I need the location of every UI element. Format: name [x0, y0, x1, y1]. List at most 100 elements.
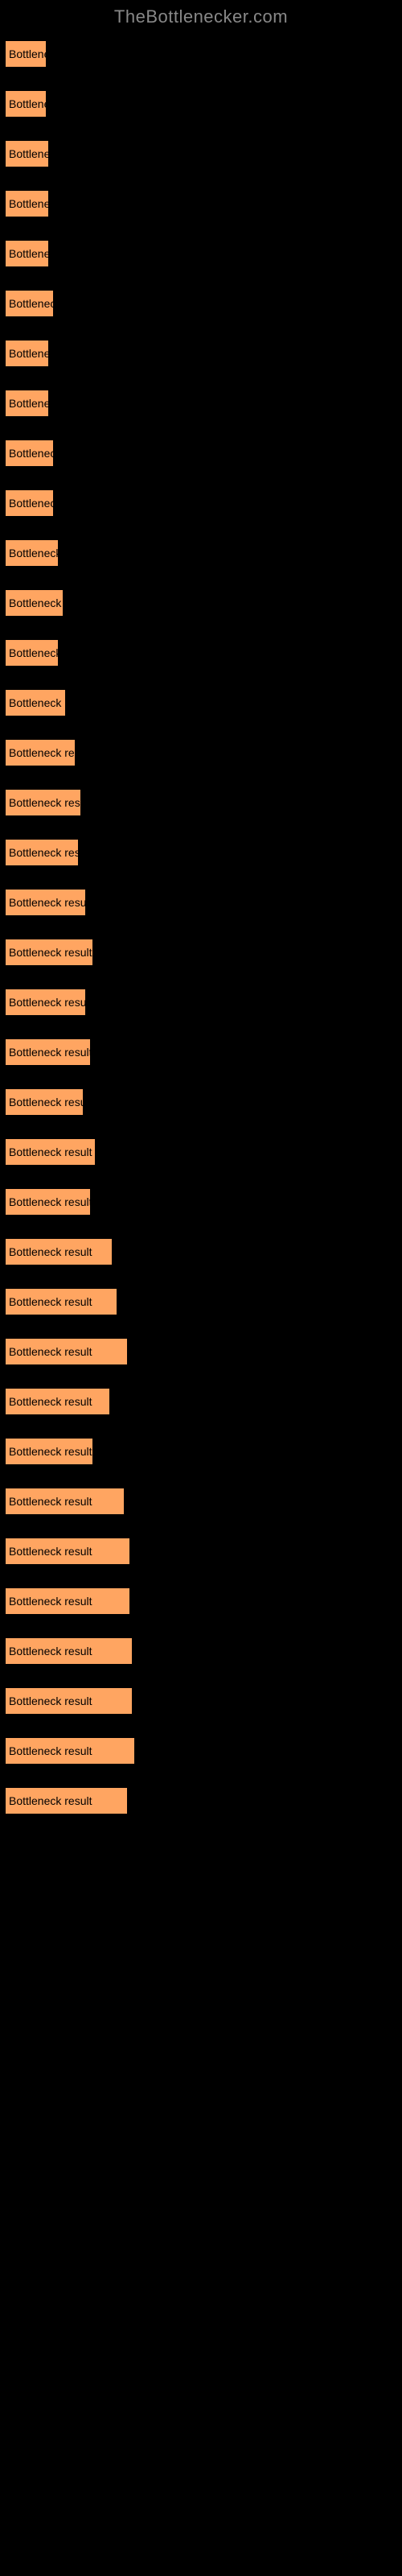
bar-label: Bottleneck result [6, 1744, 92, 1757]
chart-row: Bottleneck [5, 40, 397, 68]
bottleneck-bar[interactable]: Bottleneck result [5, 789, 81, 816]
bottleneck-bar[interactable]: Bottleneck result [5, 1288, 117, 1315]
bar-label: Bottleneck result [6, 1595, 92, 1608]
bar-label: Bottleneck result [6, 1495, 92, 1508]
bottleneck-bar[interactable]: Bottleneck result [5, 1538, 130, 1565]
bottleneck-bar[interactable]: Bottleneck result [5, 889, 86, 916]
bar-wrap: Bottleneck re [5, 539, 397, 567]
bottleneck-bar[interactable]: Bottleneck r [5, 290, 54, 317]
bottleneck-bar[interactable]: Bottleneck result [5, 1188, 91, 1216]
bottleneck-bar[interactable]: Bottleneck result [5, 1687, 133, 1715]
bar-wrap: Bottleneck result [5, 1188, 397, 1216]
chart-row: Bottleneck r [5, 440, 397, 467]
chart-row: Bottleneck result49 [5, 1488, 397, 1515]
bar-label: Bottleneck r [6, 297, 68, 310]
bar-label: Bottleneck result [6, 1395, 92, 1408]
bottleneck-bar[interactable]: Bottleneck result [5, 1138, 96, 1166]
bar-wrap: Bottleneck r [5, 290, 397, 317]
bottleneck-bar[interactable]: Bottleneck re [5, 539, 59, 567]
bar-wrap: Bottleneck [5, 340, 397, 367]
bottleneck-bar[interactable]: Bottleneck res [5, 589, 64, 617]
bottleneck-bar[interactable]: Bottleneck result [5, 1488, 125, 1515]
bottleneck-bar[interactable]: Bottleneck [5, 90, 47, 118]
bar-value-label: 46 [121, 1288, 134, 1315]
bottleneck-bar[interactable]: Bottleneck result [5, 1587, 130, 1615]
bottleneck-bar[interactable]: Bottleneck result [5, 1438, 93, 1465]
chart-row: Bottleneck r [5, 290, 397, 317]
bottleneck-bar[interactable]: Bottleneck result [5, 1238, 113, 1265]
bottleneck-bar[interactable]: Bottleneck [5, 140, 49, 167]
bar-label: Bottleneck result [6, 1245, 92, 1258]
chart-row: Bottleneck result [5, 889, 397, 916]
bar-wrap: Bottleneck result4 [5, 1238, 397, 1265]
chart-row: Bottleneck result52. [5, 1687, 397, 1715]
bottleneck-bar[interactable]: Bottleneck result [5, 1637, 133, 1665]
bottleneck-bar[interactable]: Bottleneck result [5, 1088, 84, 1116]
chart-row: Bottleneck result [5, 739, 397, 766]
bar-label: Bottleneck result [6, 1295, 92, 1308]
chart-row: Bottleneck [5, 340, 397, 367]
bottleneck-bar[interactable]: Bottleneck re [5, 639, 59, 667]
bar-wrap: Bottleneck result52. [5, 1687, 397, 1715]
bar-value-label: 50 [131, 1338, 145, 1365]
bottleneck-bar[interactable]: Bottleneck result [5, 839, 79, 866]
chart-row: Bottleneck result52. [5, 1637, 397, 1665]
bottleneck-bar[interactable]: Bottleneck [5, 390, 49, 417]
chart-row: Bottleneck res [5, 589, 397, 617]
bottleneck-bar[interactable]: Bottleneck res [5, 689, 66, 716]
bar-label: Bottleneck result [6, 1794, 92, 1807]
bar-label: Bottleneck result [6, 1345, 92, 1358]
bar-wrap: Bottleneck result 51. [5, 1538, 397, 1565]
bar-wrap: Bottleneck result 46 [5, 1288, 397, 1315]
chart-row: Bottleneck result 50 [5, 1338, 397, 1365]
bar-label: Bottleneck r [6, 497, 68, 510]
chart-row: Bottleneck result [5, 789, 397, 816]
bottleneck-bar[interactable]: Bottleneck result [5, 1338, 128, 1365]
site-header: TheBottlenecker.com [0, 0, 402, 40]
chart-row: Bottleneck re [5, 539, 397, 567]
bottleneck-bar[interactable]: Bottleneck [5, 190, 49, 217]
bar-label: Bottleneck result [6, 1545, 92, 1558]
bottleneck-bar[interactable]: Bottleneck result [5, 939, 93, 966]
chart-row: Bottleneck result 50 [5, 1787, 397, 1814]
bar-label: Bottleneck result [6, 1645, 92, 1657]
chart-row: Bottleneck res [5, 689, 397, 716]
site-title: TheBottlenecker.com [114, 6, 288, 27]
bar-label: Bottleneck [6, 247, 61, 260]
bar-wrap: Bottleneck result [5, 939, 397, 966]
bar-label: Bottleneck re [6, 547, 75, 559]
chart-row: Bottleneck [5, 190, 397, 217]
bar-label: Bottleneck [6, 347, 61, 360]
bottleneck-bar[interactable]: Bottleneck r [5, 489, 54, 517]
bottleneck-bar[interactable]: Bottleneck result [5, 739, 76, 766]
bar-label: Bottleneck result [6, 946, 92, 959]
bottleneck-bar-chart: BottleneckBottleneckBottleneckBottleneck… [0, 40, 402, 1814]
bar-value-label: 51. [133, 1538, 150, 1565]
bottleneck-bar[interactable]: Bottleneck result [5, 989, 86, 1016]
chart-row: Bottleneck result4 [5, 1238, 397, 1265]
bar-label: Bottleneck result [6, 1695, 92, 1707]
bottleneck-bar[interactable]: Bottleneck result [5, 1787, 128, 1814]
bottleneck-bar[interactable]: Bottleneck result [5, 1737, 135, 1765]
bar-label: Bottleneck result [6, 896, 92, 909]
chart-row: Bottleneck result [5, 989, 397, 1016]
bar-wrap: Bottleneck re [5, 639, 397, 667]
bar-wrap: Bottleneck r [5, 489, 397, 517]
chart-row: Bottleneck result [5, 1038, 397, 1066]
bar-label: Bottleneck re [6, 646, 75, 659]
bar-label: Bottleneck result [6, 1046, 92, 1059]
bar-label: Bottleneck result [6, 1096, 92, 1108]
bottleneck-bar[interactable]: Bottleneck [5, 40, 47, 68]
chart-row: Bottleneck result [5, 939, 397, 966]
bottleneck-bar[interactable]: Bottleneck result [5, 1038, 91, 1066]
bar-wrap: Bottleneck result43 [5, 1388, 397, 1415]
bottleneck-bar[interactable]: Bottleneck [5, 340, 49, 367]
bar-label: Bottleneck [6, 47, 61, 60]
bar-value-label: 50 [131, 1787, 145, 1814]
bottleneck-bar[interactable]: Bottleneck result [5, 1388, 110, 1415]
bottleneck-bar[interactable]: Bottleneck r [5, 440, 54, 467]
bottleneck-bar[interactable]: Bottleneck [5, 240, 49, 267]
bar-wrap: Bottleneck r [5, 440, 397, 467]
bar-label: Bottleneck result [6, 1146, 92, 1158]
bar-label: Bottleneck [6, 97, 61, 110]
